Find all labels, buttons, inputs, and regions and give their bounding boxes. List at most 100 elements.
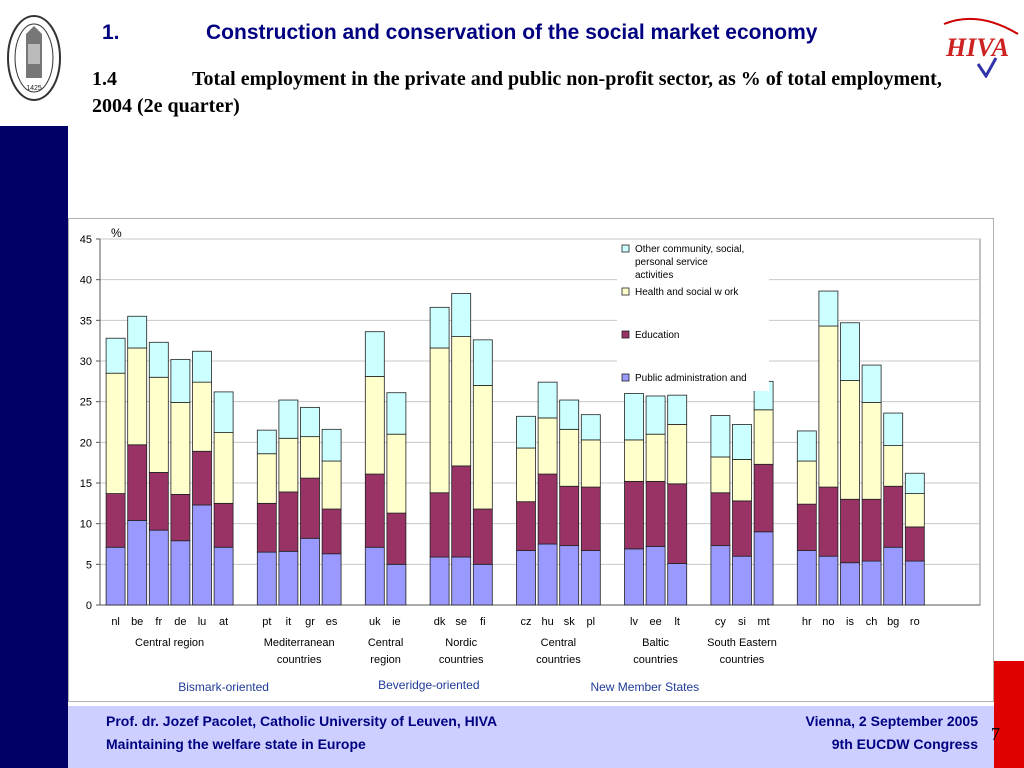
bar-segment-cy-s0 bbox=[710, 545, 731, 606]
legend-box bbox=[617, 241, 769, 391]
y-tick-label: 10 bbox=[80, 519, 92, 531]
y-tick-label: 0 bbox=[86, 600, 92, 612]
bar-segment-is-s3 bbox=[840, 322, 860, 381]
bar-segment-lu-s0 bbox=[192, 504, 212, 606]
legend-label: Education bbox=[635, 330, 679, 341]
bar-segment-be-s2 bbox=[127, 347, 148, 446]
bar-segment-ee-s1 bbox=[645, 480, 666, 547]
x-tick-label: gr bbox=[305, 616, 315, 628]
bar-segment-no-s3 bbox=[818, 290, 839, 327]
footer-left: Prof. dr. Jozef Pacolet, Catholic Univer… bbox=[106, 710, 497, 756]
bar-segment-ch-s2 bbox=[861, 402, 882, 500]
bar-segment-at-s3 bbox=[213, 391, 234, 433]
x-tick-label: it bbox=[286, 616, 292, 628]
bar-segment-es-s0 bbox=[321, 553, 342, 606]
legend-label: Public administration and bbox=[635, 373, 747, 384]
bar-segment-se-s1 bbox=[451, 465, 472, 558]
bar-segment-no-s2 bbox=[818, 325, 839, 488]
bar-segment-mt-s1 bbox=[753, 463, 774, 533]
bar-segment-fr-s3 bbox=[148, 341, 169, 378]
page-number: 7 bbox=[991, 724, 1000, 744]
x-tick-label: es bbox=[326, 616, 338, 628]
bar-segment-mt-s2 bbox=[753, 409, 774, 465]
y-tick-label: 5 bbox=[86, 559, 92, 571]
y-tick-label: 20 bbox=[80, 437, 92, 449]
bar-segment-si-s3 bbox=[732, 424, 752, 460]
bar-segment-bg-s0 bbox=[883, 546, 904, 606]
bar-segment-es-s1 bbox=[321, 508, 342, 555]
bar-segment-fi-s0 bbox=[472, 563, 493, 606]
bar-segment-gr-s3 bbox=[300, 406, 320, 438]
group-label: Central region bbox=[135, 637, 204, 649]
chart-title: 1.4 Total employment in the private and p… bbox=[92, 66, 962, 120]
right-accent-bar bbox=[994, 661, 1024, 768]
x-tick-label: hr bbox=[802, 616, 812, 628]
bar-segment-nl-s1 bbox=[105, 493, 126, 548]
legend-swatch bbox=[621, 287, 630, 296]
group-label: Baltic bbox=[642, 637, 669, 649]
family-label: Beveridge-oriented bbox=[378, 678, 479, 692]
bar-segment-si-s1 bbox=[732, 500, 752, 557]
bar-segment-fr-s0 bbox=[148, 529, 169, 606]
bar-segment-at-s1 bbox=[213, 502, 234, 548]
bar-segment-at-s0 bbox=[213, 546, 234, 606]
x-tick-label: ie bbox=[392, 616, 401, 628]
group-label: countries bbox=[536, 654, 581, 666]
bar-segment-fr-s1 bbox=[148, 472, 169, 531]
bar-segment-se-s2 bbox=[451, 336, 472, 467]
x-tick-label: lu bbox=[198, 616, 207, 628]
bar-segment-no-s0 bbox=[818, 555, 839, 606]
bar-segment-lv-s1 bbox=[624, 480, 644, 550]
bar-segment-ie-s1 bbox=[386, 512, 407, 565]
bar-segment-hu-s2 bbox=[537, 417, 558, 475]
bar-segment-sk-s1 bbox=[559, 485, 580, 547]
x-tick-label: is bbox=[846, 616, 854, 628]
university-seal-logo: 1425 bbox=[7, 15, 61, 101]
bar-segment-lv-s3 bbox=[624, 393, 644, 441]
bar-segment-ie-s3 bbox=[386, 392, 407, 435]
bar-segment-gr-s1 bbox=[300, 477, 320, 539]
bar-segment-dk-s3 bbox=[429, 306, 450, 349]
group-label: Mediterranean bbox=[264, 637, 335, 649]
x-tick-label: cz bbox=[521, 616, 532, 628]
bar-segment-bg-s2 bbox=[883, 445, 904, 487]
bar-segment-it-s2 bbox=[278, 437, 299, 493]
x-tick-label: at bbox=[219, 616, 228, 628]
bar-segment-uk-s1 bbox=[364, 473, 385, 548]
x-tick-label: ee bbox=[649, 616, 661, 628]
bar-segment-pt-s3 bbox=[256, 429, 277, 455]
bar-segment-is-s1 bbox=[840, 498, 860, 564]
x-tick-label: nl bbox=[111, 616, 120, 628]
bar-segment-mt-s0 bbox=[753, 531, 774, 606]
footer-author: Prof. dr. Jozef Pacolet, Catholic Univer… bbox=[106, 713, 498, 729]
bar-segment-ro-s3 bbox=[904, 472, 925, 494]
bar-segment-cz-s3 bbox=[516, 415, 536, 449]
bar-segment-es-s2 bbox=[321, 460, 342, 510]
section-title: 1. Construction and conservation of the s… bbox=[102, 21, 817, 45]
group-label: Central bbox=[368, 637, 403, 649]
bar-segment-ie-s2 bbox=[386, 433, 407, 514]
x-tick-label: de bbox=[174, 616, 186, 628]
x-tick-label: fi bbox=[480, 616, 486, 628]
y-tick-label: 40 bbox=[80, 275, 92, 287]
bar-segment-ro-s2 bbox=[904, 493, 925, 528]
bar-segment-is-s2 bbox=[840, 380, 860, 500]
bar-segment-cz-s2 bbox=[516, 447, 536, 503]
bar-segment-hr-s0 bbox=[796, 550, 817, 606]
x-tick-label: se bbox=[455, 616, 467, 628]
bar-segment-hr-s3 bbox=[796, 430, 817, 462]
bar-segment-se-s0 bbox=[451, 556, 472, 606]
bar-segment-at-s2 bbox=[213, 432, 234, 504]
bar-segment-pt-s0 bbox=[256, 551, 277, 606]
bar-segment-fi-s1 bbox=[472, 508, 493, 565]
y-axis-unit: % bbox=[111, 226, 122, 240]
bar-segment-bg-s1 bbox=[883, 485, 904, 548]
bar-segment-cy-s2 bbox=[710, 456, 731, 494]
x-tick-label: dk bbox=[434, 616, 446, 628]
bar-segment-de-s3 bbox=[170, 358, 191, 403]
family-label: New Member States bbox=[590, 680, 699, 694]
bar-segment-pl-s0 bbox=[580, 550, 601, 606]
bar-segment-sk-s0 bbox=[559, 545, 580, 606]
bar-segment-ch-s1 bbox=[861, 498, 882, 562]
subsection-title-text: Total employment in the private and publ… bbox=[92, 68, 942, 117]
